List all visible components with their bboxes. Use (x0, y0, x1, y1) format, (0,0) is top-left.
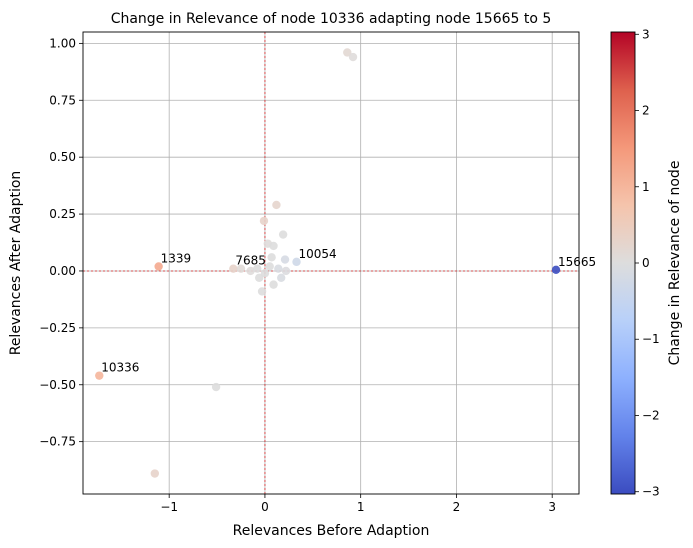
colorbar-tick-label: 1 (642, 180, 650, 194)
y-axis-ticks: −0.75 −0.50 −0.25 0.00 0.25 0.50 0.75 1.00 (39, 36, 83, 449)
colorbar-tick-label: −2 (642, 408, 660, 422)
data-point (281, 266, 291, 276)
point-annotation: 15665 (558, 255, 596, 269)
y-tick-label: 0.00 (49, 264, 76, 278)
data-point (211, 382, 221, 392)
colorbar-tick-label: 3 (642, 27, 650, 41)
data-point (154, 262, 163, 271)
colorbar (610, 31, 636, 495)
y-axis-label: Relevances After Adaption (8, 171, 24, 356)
colorbar-label: Change in Relevance of node (667, 161, 683, 366)
data-point (259, 216, 269, 226)
colorbar-tick-label: −1 (642, 332, 660, 346)
x-tick-label: 0 (261, 500, 269, 514)
data-point (269, 241, 278, 251)
data-point (150, 469, 160, 478)
x-tick-label: 3 (548, 500, 556, 514)
data-point (253, 264, 262, 273)
data-point (278, 230, 288, 239)
data-point (274, 264, 283, 273)
data-point (236, 264, 246, 273)
data-point (280, 255, 290, 264)
data-point (348, 52, 358, 62)
data-point (257, 287, 267, 296)
y-tick-label: 0.75 (49, 93, 76, 107)
data-point (277, 273, 286, 282)
point-annotation: 1339 (161, 251, 192, 265)
data-point (343, 48, 352, 57)
x-tick-label: 2 (453, 500, 461, 514)
y-tick-label: −0.75 (39, 435, 76, 449)
point-annotation: 7685 (235, 254, 266, 268)
colorbar-tick-label: 0 (642, 256, 650, 270)
x-tick-label: 1 (357, 500, 365, 514)
data-point (267, 253, 276, 262)
data-point (229, 264, 238, 273)
reference-lines (83, 32, 579, 494)
data-point (269, 280, 278, 289)
y-tick-label: 0.25 (49, 207, 76, 221)
data-point (265, 262, 274, 271)
y-tick-label: −0.25 (39, 321, 76, 335)
point-annotation: 10336 (101, 361, 139, 375)
data-point (95, 371, 104, 380)
data-point (292, 257, 301, 267)
x-axis-ticks: −1 0 1 2 3 (160, 494, 556, 514)
point-annotation: 10054 (299, 247, 337, 261)
colorbar-tick-label: −3 (642, 485, 660, 499)
data-point (246, 266, 255, 276)
data-point (551, 265, 561, 275)
data-point (260, 269, 270, 278)
plot-frame (82, 31, 580, 495)
point-annotations: 1339 7685 10054 15665 10336 (101, 247, 596, 375)
x-axis-label: Relevances Before Adaption (233, 523, 430, 539)
x-tick-label: −1 (160, 500, 178, 514)
y-tick-label: 1.00 (49, 36, 76, 50)
colorbar-ticks: −3 −2 −1 0 1 2 3 (635, 27, 660, 499)
data-points (95, 48, 561, 478)
y-tick-label: 0.50 (49, 150, 76, 164)
chart-title: Change in Relevance of node 10336 adapti… (111, 11, 552, 27)
data-point (254, 273, 264, 282)
colorbar-tick-label: 2 (642, 104, 650, 118)
grid-lines (83, 32, 579, 494)
data-point (272, 200, 281, 210)
y-tick-label: −0.50 (39, 378, 76, 392)
